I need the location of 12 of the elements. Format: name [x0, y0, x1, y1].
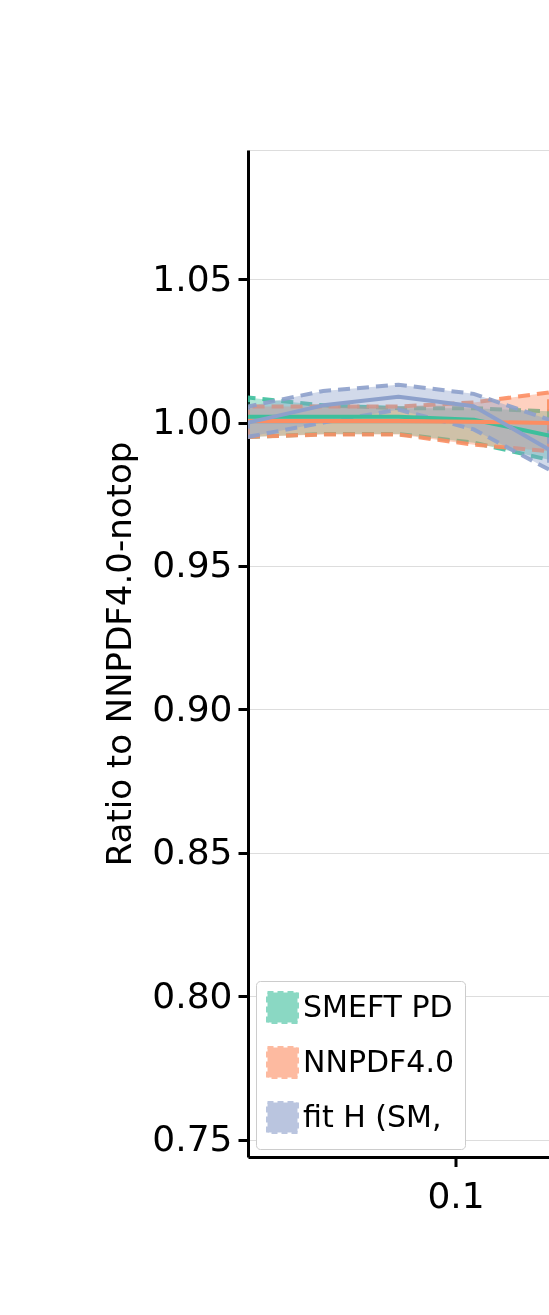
legend-label: NNPDF4.0: [303, 1043, 455, 1079]
y-tick-label: 0.75: [152, 1118, 233, 1160]
y-axis-title: Ratio to NNPDF4.0-notop: [99, 441, 140, 867]
y-tick-label: 0.80: [152, 974, 233, 1016]
y-tick-label: 0.95: [152, 544, 233, 586]
y-tick-label: 0.90: [152, 687, 233, 729]
legend-label: SMEFT PD: [303, 988, 453, 1024]
y-tick-label: 0.85: [152, 831, 233, 873]
legend-label: fit H (SM,: [303, 1098, 442, 1134]
y-tick-label: 1.00: [152, 401, 233, 443]
text: 0.1: [427, 1175, 485, 1216]
y-tick-label: 1.05: [152, 257, 233, 299]
